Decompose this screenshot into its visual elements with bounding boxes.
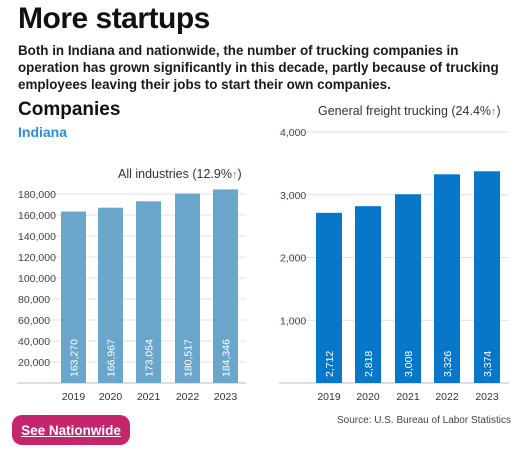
chart-all-industries: 20,000 40,000 60,000 80,000 100,000 120,000 14… (17, 189, 246, 403)
left-category-label: 2023 (214, 391, 238, 403)
right-category-label: 2022 (435, 391, 459, 403)
chart-right-title: General freight trucking (24.4%↑) (318, 104, 501, 118)
deck-text: Both in Indiana and nationwide, the numb… (18, 43, 499, 92)
chart-left-title-close: ) (237, 167, 242, 181)
right-bar (434, 174, 460, 383)
right-category-label: 2023 (475, 391, 499, 403)
chart-left-title: All industries (12.9%↑) (118, 167, 242, 181)
up-arrow-icon: ↑ (231, 169, 238, 181)
right-ytick-label: 4,000 (280, 127, 306, 139)
left-bar (136, 201, 161, 383)
headline: More startups (18, 2, 210, 35)
right-category-label: 2021 (396, 391, 420, 403)
right-bar (355, 206, 381, 383)
left-value-label: 184,346 (221, 339, 233, 377)
right-bar (316, 212, 342, 383)
see-nationwide-button[interactable]: See Nationwide (12, 415, 130, 445)
left-category-label: 2019 (62, 391, 86, 403)
section-title: Companies (18, 99, 121, 120)
left-bar (175, 193, 200, 383)
right-ytick-label: 2,000 (280, 253, 306, 265)
left-ytick-label: 100,000 (18, 273, 56, 285)
left-ytick-label: 140,000 (18, 231, 56, 243)
chart-left-title-text: All industries (12.9% (118, 167, 232, 181)
region-label: Indiana (18, 124, 68, 140)
left-ytick-label: 180,000 (18, 189, 56, 201)
right-value-label: 3,326 (442, 351, 454, 377)
up-arrow-icon: ↑ (491, 106, 497, 118)
left-bar (98, 207, 123, 383)
right-bar (395, 194, 421, 383)
left-ytick-label: 40,000 (18, 336, 50, 348)
left-bar (213, 189, 238, 383)
left-ytick-label: 60,000 (18, 315, 50, 327)
right-value-label: 3,374 (482, 351, 494, 377)
left-value-label: 163,270 (69, 339, 81, 377)
right-ytick-label: 1,000 (280, 315, 306, 327)
right-category-label: 2020 (356, 391, 380, 403)
left-value-label: 180,517 (183, 339, 195, 377)
right-ytick-label: 3,000 (280, 190, 306, 202)
chart-general-freight: 1,000 2,000 3,000 4,000 2,712 2019 2,818 2020 3,… (279, 127, 509, 403)
left-category-label: 2021 (137, 391, 161, 403)
right-value-label: 2,818 (363, 351, 375, 377)
right-category-label: 2019 (317, 391, 341, 403)
left-bar (61, 211, 86, 383)
left-value-label: 166,967 (106, 339, 118, 377)
right-value-label: 3,008 (403, 351, 415, 377)
left-category-label: 2022 (176, 391, 200, 403)
source-note: Source: U.S. Bureau of Labor Statistics (337, 415, 511, 426)
right-value-label: 2,712 (324, 351, 336, 377)
left-value-label: 173,054 (144, 339, 156, 377)
left-ytick-label: 80,000 (18, 294, 50, 306)
left-category-label: 2020 (99, 391, 123, 403)
left-ytick-label: 160,000 (18, 210, 56, 222)
chart-right-title-close: ) (496, 104, 501, 118)
left-ytick-label: 20,000 (18, 357, 50, 369)
left-ytick-label: 120,000 (18, 252, 56, 264)
right-bar (474, 171, 500, 383)
chart-right-title-text: General freight trucking (24.4% (318, 104, 492, 118)
